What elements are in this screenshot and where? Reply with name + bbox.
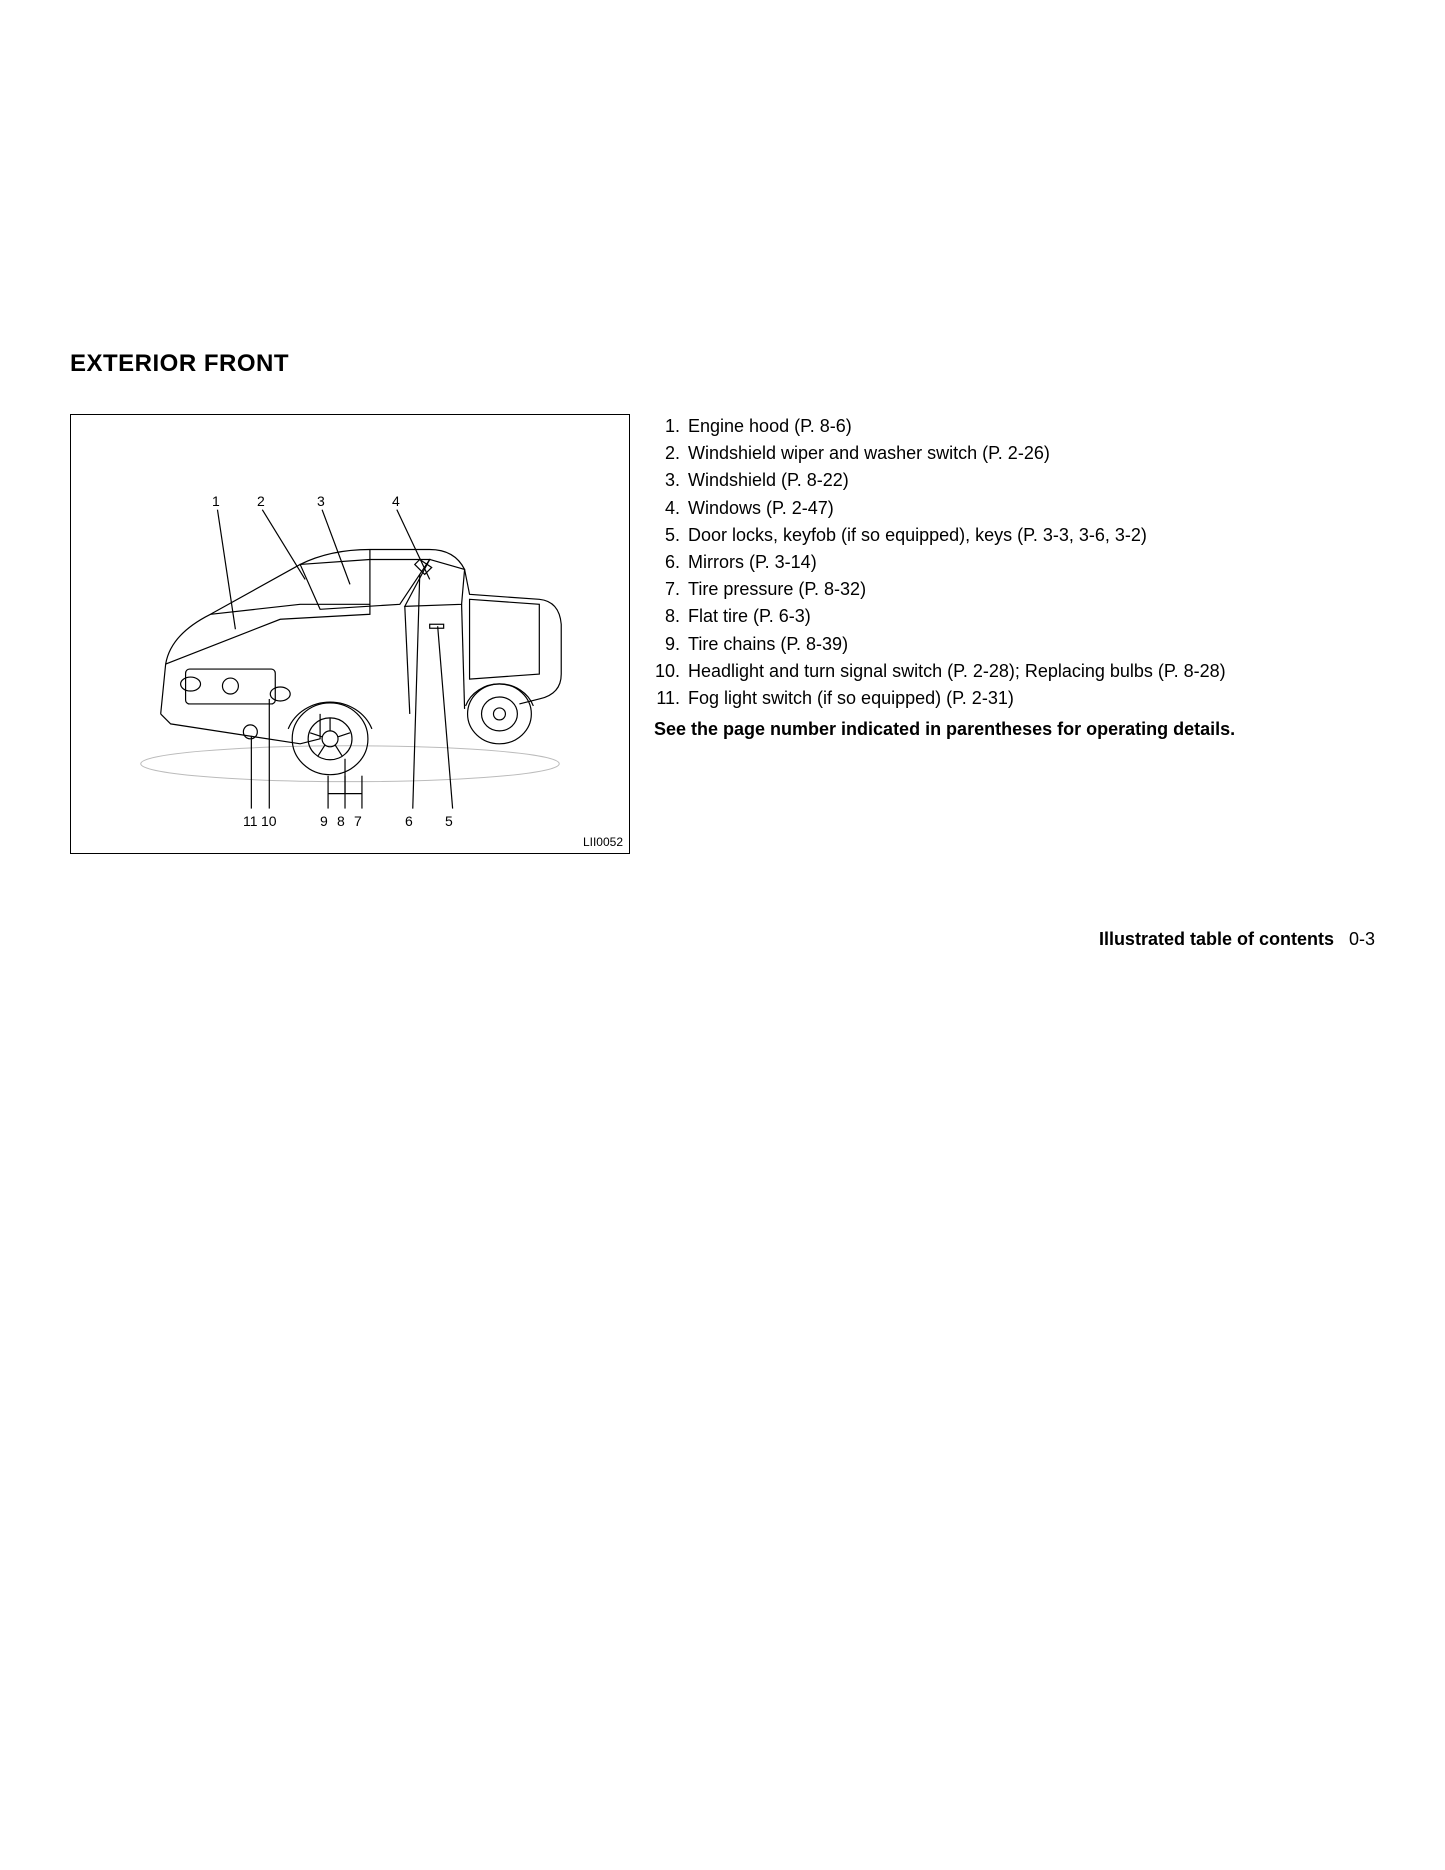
item-text: Engine hood (P. 8-6) — [688, 414, 1375, 439]
callout-number: 5 — [445, 813, 453, 829]
item-number: 5. — [654, 523, 688, 548]
section-title: EXTERIOR FRONT — [70, 350, 1375, 378]
vehicle-figure: LII0052 1 2 3 4 1110 987 6 5 — [70, 414, 630, 854]
manual-page: EXTERIOR FRONT — [0, 0, 1445, 1870]
parts-list-item: 1.Engine hood (P. 8-6) — [654, 414, 1375, 439]
item-number: 6. — [654, 550, 688, 575]
callout-number: 1 — [212, 493, 220, 509]
item-number: 9. — [654, 632, 688, 657]
item-text: Windshield wiper and washer switch (P. 2… — [688, 441, 1375, 466]
parts-list-item: 10.Headlight and turn signal switch (P. … — [654, 659, 1375, 684]
item-text: Mirrors (P. 3-14) — [688, 550, 1375, 575]
content-row: LII0052 1 2 3 4 1110 987 6 5 1.Engine hood (P. … — [70, 414, 1375, 854]
item-text: Headlight and turn signal switch (P. 2-2… — [688, 659, 1375, 684]
parts-list-item: 11.Fog light switch (if so equipped) (P.… — [654, 686, 1375, 711]
operating-note: See the page number indicated in parenth… — [654, 717, 1375, 742]
item-text: Tire chains (P. 8-39) — [688, 632, 1375, 657]
callout-number: 7 — [354, 813, 362, 829]
footer-page-number: 0-3 — [1349, 929, 1375, 949]
callout-number: 3 — [317, 493, 325, 509]
callout-number: 11 — [243, 813, 258, 829]
item-number: 11. — [654, 686, 688, 711]
item-text: Windows (P. 2-47) — [688, 496, 1375, 521]
callout-number: 6 — [405, 813, 413, 829]
callout-number: 2 — [257, 493, 265, 509]
item-number: 8. — [654, 604, 688, 629]
figure-code: LII0052 — [583, 835, 623, 849]
callout-number: 4 — [392, 493, 400, 509]
page-footer: Illustrated table of contents 0-3 — [1099, 929, 1375, 950]
parts-list-item: 9.Tire chains (P. 8-39) — [654, 632, 1375, 657]
item-number: 10. — [654, 659, 688, 684]
parts-list-item: 6.Mirrors (P. 3-14) — [654, 550, 1375, 575]
parts-list: 1.Engine hood (P. 8-6)2.Windshield wiper… — [654, 414, 1375, 711]
item-text: Flat tire (P. 6-3) — [688, 604, 1375, 629]
parts-list-item: 4.Windows (P. 2-47) — [654, 496, 1375, 521]
item-text: Windshield (P. 8-22) — [688, 468, 1375, 493]
item-number: 1. — [654, 414, 688, 439]
item-text: Tire pressure (P. 8-32) — [688, 577, 1375, 602]
parts-list-item: 5.Door locks, keyfob (if so equipped), k… — [654, 523, 1375, 548]
callout-number: 10 — [261, 813, 277, 829]
callout-number: 8 — [337, 813, 345, 829]
item-number: 3. — [654, 468, 688, 493]
parts-list-item: 8.Flat tire (P. 6-3) — [654, 604, 1375, 629]
item-number: 2. — [654, 441, 688, 466]
truck-illustration — [71, 415, 629, 853]
callout-number: 9 — [320, 813, 328, 829]
parts-list-item: 3.Windshield (P. 8-22) — [654, 468, 1375, 493]
item-number: 7. — [654, 577, 688, 602]
item-text: Fog light switch (if so equipped) (P. 2-… — [688, 686, 1375, 711]
footer-label: Illustrated table of contents — [1099, 929, 1334, 949]
item-text: Door locks, keyfob (if so equipped), key… — [688, 523, 1375, 548]
parts-list-column: 1.Engine hood (P. 8-6)2.Windshield wiper… — [654, 414, 1375, 742]
item-number: 4. — [654, 496, 688, 521]
parts-list-item: 7.Tire pressure (P. 8-32) — [654, 577, 1375, 602]
parts-list-item: 2.Windshield wiper and washer switch (P.… — [654, 441, 1375, 466]
